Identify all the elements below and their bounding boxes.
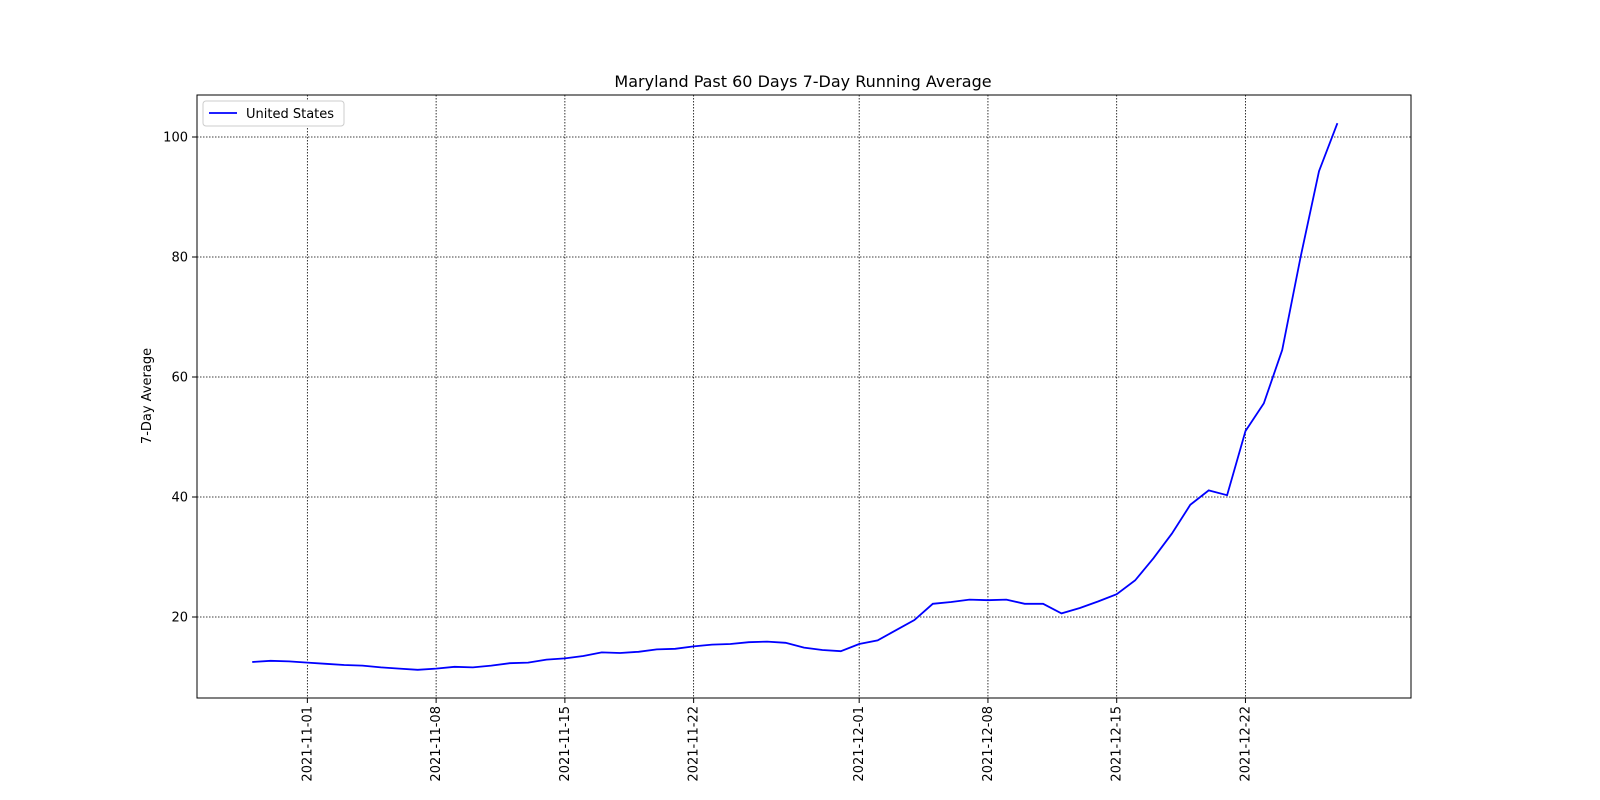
y-tick-label: 80 [171, 251, 188, 266]
x-tick-label: 2021-12-08 [981, 706, 996, 782]
y-tick-label: 100 [163, 131, 188, 146]
y-tick-label: 40 [171, 491, 188, 506]
x-tick-label: 2021-12-22 [1238, 706, 1253, 782]
chart-title: Maryland Past 60 Days 7-Day Running Aver… [614, 72, 991, 91]
series-line-united-states [252, 122, 1339, 671]
legend-box [202, 100, 345, 127]
y-axis: 20 40 60 80 100 [163, 131, 197, 626]
x-tick-label: 2021-11-08 [429, 706, 444, 782]
y-axis-label: 7-Day Average [140, 348, 155, 444]
x-axis: 2021-11-01 2021-11-08 2021-11-15 2021-11-22… [300, 698, 1253, 782]
x-tick-label: 2021-11-15 [558, 706, 573, 782]
legend-label: United States [246, 107, 334, 122]
x-tick-label: 2021-12-01 [852, 706, 867, 782]
x-tick-label: 2021-12-15 [1110, 706, 1125, 782]
grid-lines [197, 95, 1411, 698]
y-tick-label: 20 [171, 611, 188, 626]
x-tick-label: 2021-11-22 [687, 706, 702, 782]
x-tick-label: 2021-11-01 [300, 706, 315, 782]
legend: United States [202, 100, 345, 127]
y-tick-label: 60 [171, 371, 188, 386]
plot-frame [196, 94, 1412, 699]
